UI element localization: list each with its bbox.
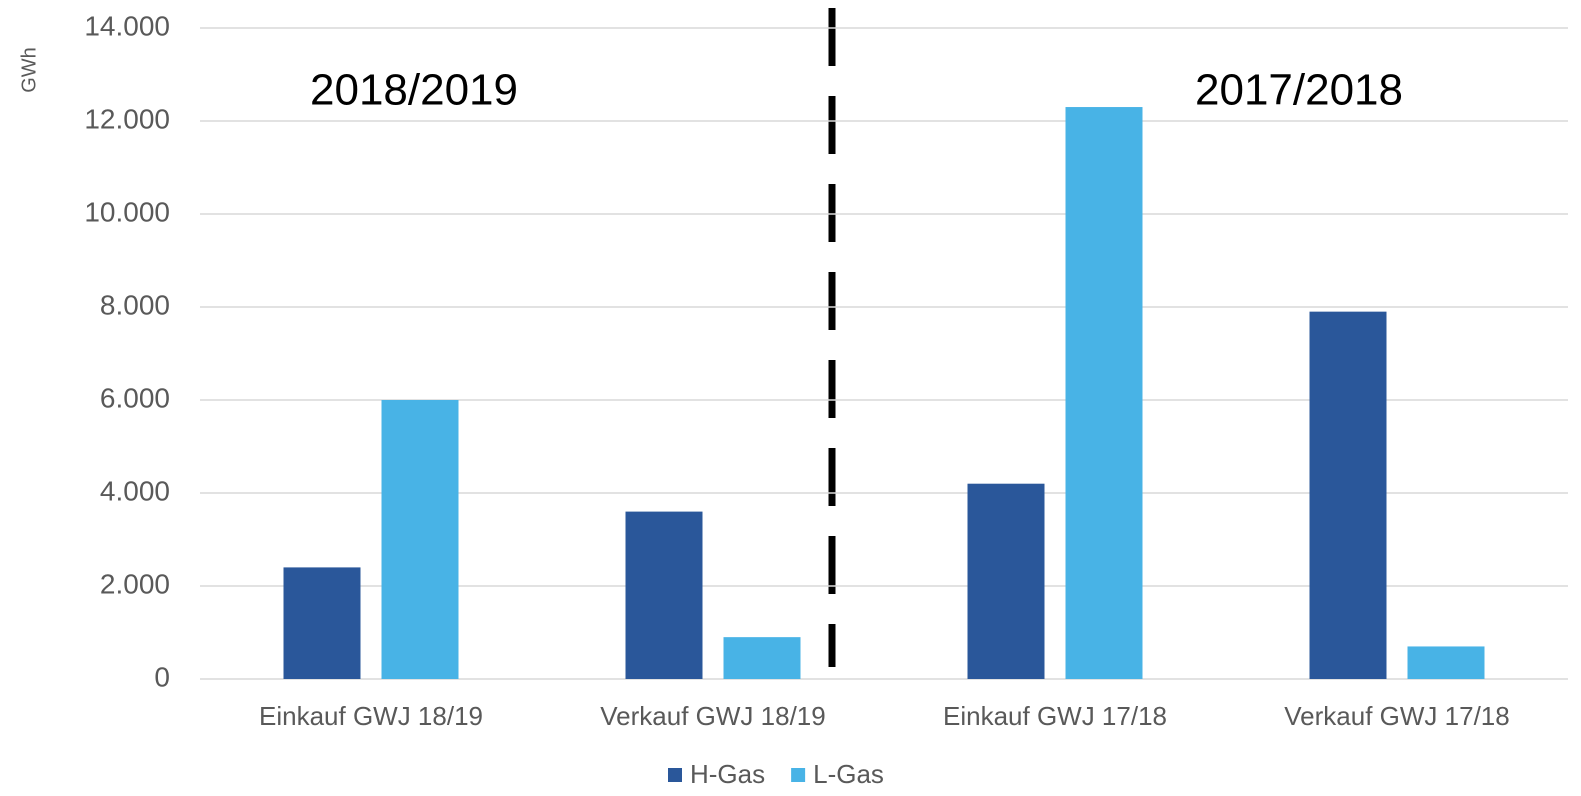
bar bbox=[1065, 107, 1143, 680]
x-tick-label: Einkauf GWJ 17/18 bbox=[943, 701, 1167, 731]
y-tick-label: 14.000 bbox=[84, 10, 170, 41]
legend-swatch bbox=[668, 768, 682, 782]
bar bbox=[1309, 311, 1387, 679]
bar bbox=[723, 637, 801, 679]
y-tick-label: 6.000 bbox=[100, 382, 170, 413]
x-tick-label: Verkauf GWJ 18/19 bbox=[600, 701, 825, 731]
y-tick-label: 8.000 bbox=[100, 289, 170, 320]
x-tick-label: Einkauf GWJ 18/19 bbox=[259, 701, 483, 731]
x-tick-label: Verkauf GWJ 17/18 bbox=[1284, 701, 1509, 731]
y-tick-label: 2.000 bbox=[100, 568, 170, 599]
bar bbox=[1407, 646, 1485, 679]
legend-label: L-Gas bbox=[813, 759, 884, 789]
y-tick-label: 0 bbox=[154, 661, 170, 692]
bar bbox=[381, 400, 459, 679]
y-axis-label: GWh bbox=[18, 47, 40, 93]
annotation: 2018/2019 bbox=[310, 66, 518, 115]
legend-label: H-Gas bbox=[690, 759, 765, 789]
bar bbox=[283, 567, 361, 679]
bar bbox=[967, 483, 1045, 679]
y-tick-label: 12.000 bbox=[84, 103, 170, 134]
y-tick-label: 10.000 bbox=[84, 196, 170, 227]
annotation: 2017/2018 bbox=[1195, 66, 1403, 115]
bar bbox=[625, 511, 703, 679]
y-tick-label: 4.000 bbox=[100, 475, 170, 506]
legend-swatch bbox=[791, 768, 806, 782]
